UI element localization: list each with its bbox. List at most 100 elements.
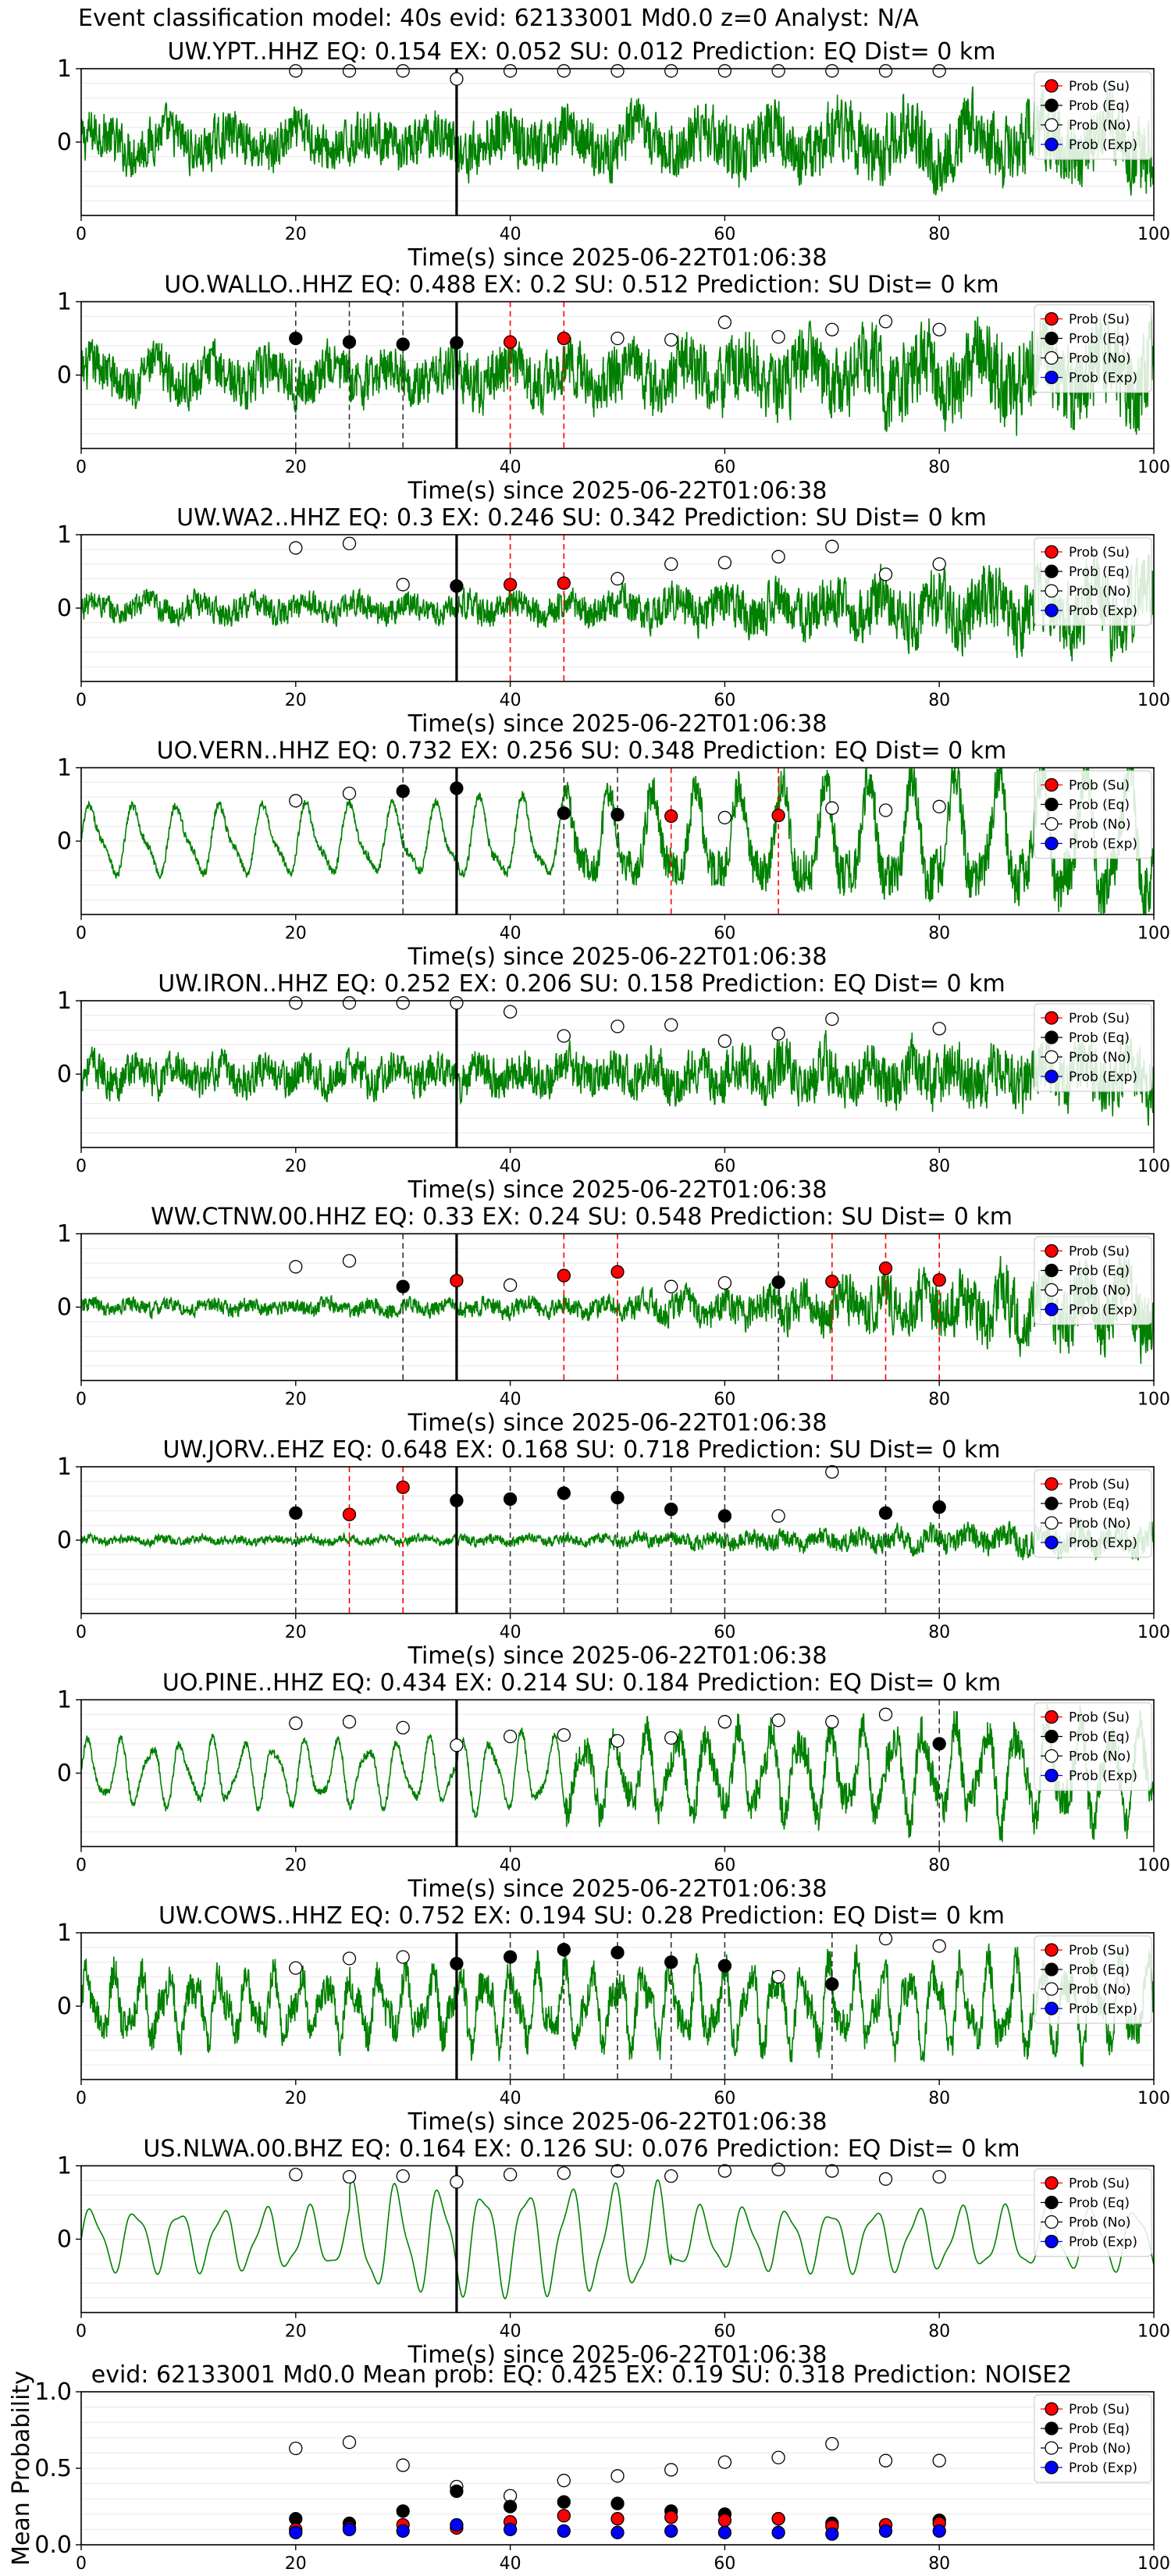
prob-no-marker [878, 64, 893, 78]
legend-prob-eq-label: Prob (Eq) [1069, 1264, 1130, 1279]
prob-no-marker [878, 803, 893, 817]
legend-prob-no-marker [1045, 1516, 1059, 1530]
legend: Prob (Su) Prob (Eq) Prob (No) Prob (Exp) [1034, 71, 1152, 160]
legend-prob-exp-label: Prob (Exp) [1069, 1303, 1137, 1318]
prob-no-marker [932, 322, 946, 336]
x-axis-label: Time(s) since 2025-06-22T01:06:38 [408, 1642, 828, 1670]
prob-exp-marker [342, 2522, 357, 2537]
legend-box [1034, 1469, 1152, 1558]
prob-no-marker [557, 1727, 571, 1742]
prob-no-marker [450, 2175, 464, 2189]
y-tick-label: 1 [57, 1221, 72, 1248]
station-panel-5: 0 20 40 60 80 100 0 1 UW.IRON..HHZ EQ: 0.252 EX:… [57, 970, 1170, 1204]
legend-prob-eq-label: Prob (Eq) [1069, 332, 1130, 347]
legend-prob-exp-label: Prob (Exp) [1069, 2460, 1137, 2476]
legend-prob-su-marker [1045, 1943, 1059, 1957]
prob-no-marker [396, 2458, 410, 2472]
legend-prob-su-marker [1045, 1244, 1059, 1258]
y-tick-label: 1 [57, 1920, 72, 1947]
station-panel-6: 0 20 40 60 80 100 0 1 WW.CTNW.00.HHZ EQ: 0.33 EX… [57, 1204, 1170, 1437]
prob-eq-marker [450, 1493, 464, 1507]
x-tick-label: 60 [714, 225, 735, 244]
prob-su-marker [610, 2512, 625, 2526]
prob-no-marker [932, 557, 946, 571]
panel-title: UW.WA2..HHZ EQ: 0.3 EX: 0.246 SU: 0.342 … [176, 504, 987, 532]
prob-no-marker [717, 556, 732, 570]
x-tick-label: 20 [285, 458, 307, 478]
legend-prob-no-label: Prob (No) [1069, 1050, 1131, 1066]
x-tick-label: 0 [76, 1623, 87, 1642]
prob-eq-marker [557, 806, 571, 820]
prob-no-marker [610, 571, 625, 586]
prob-exp-marker [289, 2525, 303, 2539]
x-axis-label: Time(s) since 2025-06-22T01:06:38 [408, 1876, 828, 1903]
prob-no-marker [342, 1715, 357, 1729]
prob-no-marker [878, 2172, 893, 2186]
x-tick-label: 20 [285, 1856, 307, 1876]
station-panel-4: 0 20 40 60 80 100 0 1 UO.VERN..HHZ EQ: 0.732 EX:… [57, 738, 1170, 971]
legend-prob-su-label: Prob (Su) [1069, 312, 1130, 328]
x-tick-label: 100 [1137, 1390, 1170, 1410]
legend-box [1034, 1003, 1152, 1092]
legend-box [1034, 2168, 1152, 2258]
prob-eq-marker [289, 331, 303, 346]
prob-no-marker [342, 2435, 357, 2450]
y-tick-label: 1 [57, 1687, 72, 1714]
legend-box [1034, 1935, 1152, 2024]
legend-prob-eq-label: Prob (Eq) [1069, 2421, 1130, 2437]
prob-no-marker [289, 794, 303, 808]
legend-prob-eq-marker [1045, 1496, 1059, 1510]
prob-no-marker [771, 1026, 785, 1041]
legend-prob-su-label: Prob (Su) [1069, 2402, 1130, 2418]
x-tick-label: 20 [285, 2089, 307, 2108]
prob-no-marker [289, 996, 303, 1010]
x-axis-label: Time(s) since 2025-06-22T01:06:38 [408, 710, 828, 738]
prob-su-marker [771, 808, 785, 823]
x-tick-label: 0 [76, 691, 87, 710]
prob-eq-marker [396, 2504, 410, 2518]
prob-no-marker [825, 2436, 839, 2451]
prob-no-marker [664, 64, 678, 78]
prob-no-marker [825, 64, 839, 78]
prob-eq-marker [717, 1509, 732, 1523]
panel-title: UO.VERN..HHZ EQ: 0.732 EX: 0.256 SU: 0.3… [157, 738, 1007, 765]
waveform-trace [81, 1943, 1154, 2067]
x-tick-label: 40 [500, 225, 521, 244]
prob-no-marker [396, 1950, 410, 1964]
x-tick-label: 100 [1137, 924, 1170, 944]
prob-eq-marker [932, 1737, 946, 1751]
legend-prob-no-marker [1045, 1749, 1059, 1763]
y-tick-label: 0 [57, 595, 72, 622]
legend-prob-exp-label: Prob (Exp) [1069, 1535, 1137, 1551]
x-tick-label: 20 [285, 691, 307, 710]
waveform-trace [81, 311, 1154, 436]
prob-exp-marker [932, 2524, 946, 2539]
panel-title: UW.JORV..EHZ EQ: 0.648 EX: 0.168 SU: 0.7… [163, 1436, 1001, 1464]
x-tick-label: 100 [1137, 691, 1170, 710]
prob-eq-marker [450, 336, 464, 350]
prob-no-marker [557, 64, 571, 78]
x-tick-label: 20 [285, 1623, 307, 1642]
x-tick-label: 40 [500, 458, 521, 478]
station-panel-7: 0 20 40 60 80 100 0 1 UW.JORV..EHZ EQ: 0.648 EX:… [57, 1436, 1170, 1670]
x-tick-label: 20 [285, 1390, 307, 1410]
prob-eq-marker [396, 1279, 410, 1293]
legend-prob-exp-marker [1045, 1069, 1059, 1083]
legend-prob-su-label: Prob (Su) [1069, 1011, 1130, 1026]
x-tick-label: 80 [928, 2089, 950, 2108]
waveform-trace [81, 552, 1154, 662]
y-tick-label: 0.5 [34, 2455, 72, 2482]
prob-no-marker [717, 2455, 732, 2469]
x-tick-label: 20 [285, 225, 307, 244]
x-tick-label: 40 [500, 924, 521, 944]
y-tick-label: 1 [57, 521, 72, 549]
prob-no-marker [771, 2450, 785, 2464]
station-panel-11: 0 20 40 60 80 100 0.0 0.5 1.0 evid: 62133001 Md0.… [8, 2361, 1170, 2574]
prob-no-marker [450, 996, 464, 1010]
prob-no-marker [825, 539, 839, 553]
legend-box [1034, 537, 1152, 626]
legend-prob-no-marker [1045, 1283, 1059, 1297]
prob-exp-marker [717, 2525, 732, 2539]
prob-no-marker [610, 331, 625, 346]
x-tick-label: 100 [1137, 2554, 1170, 2574]
